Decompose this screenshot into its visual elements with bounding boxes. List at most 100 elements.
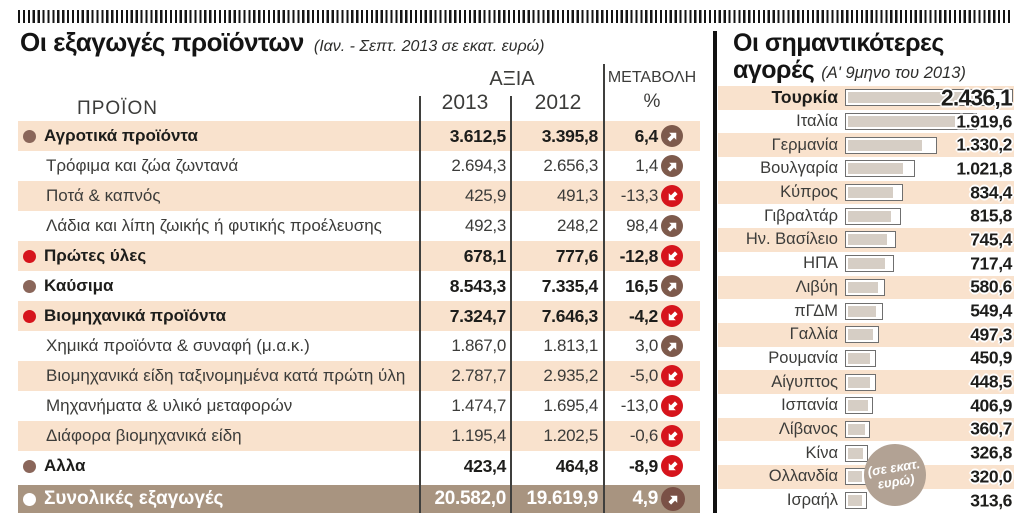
product-cell: Πρώτες ύλες — [18, 246, 418, 266]
country-label: Γερμανία — [771, 135, 838, 154]
unit-badge-text: (σε εκατ. ευρώ) — [866, 456, 922, 492]
value-2013: 7.324,7 — [449, 305, 507, 326]
product-label: Διάφορα βιομηχανικά είδη — [46, 426, 242, 445]
country-label: Βουλγαρία — [760, 159, 838, 178]
change-arrow-cell — [658, 185, 695, 207]
market-bar — [845, 278, 885, 296]
market-value: 745,4 — [970, 229, 1012, 250]
product-cell: Καύσιμα — [18, 276, 418, 296]
table-row: Καύσιμα 8.543,3 7.335,4 16,5 — [18, 271, 700, 301]
country-label: Ρουμανία — [768, 348, 838, 367]
down-arrow-icon — [661, 185, 683, 207]
value-2012: 2.935,2 — [543, 366, 598, 385]
panel-divider — [713, 31, 717, 513]
value-2013: 20.582,0 — [434, 488, 506, 509]
product-cell: Τρόφιμα και ζώα ζωντανά — [18, 156, 418, 176]
total-row: Συνολικές εξαγωγές 20.582,0 19.619,9 4,9 — [18, 485, 700, 513]
value-2013: 492,3 — [464, 216, 506, 235]
market-value: 717,4 — [970, 253, 1012, 274]
market-row: Κύπρος 834,4 — [718, 180, 1014, 205]
market-value: 406,9 — [970, 395, 1012, 416]
value-2013: 678,1 — [463, 245, 507, 266]
product-cell: Αλλα — [18, 456, 418, 476]
change-arrow-cell — [658, 305, 695, 327]
product-label: Χημικά προϊόντα & συναφή (μ.α.κ.) — [46, 336, 310, 355]
market-bar-fill — [848, 234, 888, 246]
product-cell: Χημικά προϊόντα & συναφή (μ.α.κ.) — [18, 336, 418, 356]
value-2012: 2.656,3 — [543, 156, 598, 175]
value-2012: 7.335,4 — [541, 275, 599, 296]
column-header-2012: 2012 — [534, 91, 582, 114]
market-bar — [845, 136, 937, 154]
market-row: Ρουμανία 450,9 — [718, 347, 1014, 371]
market-bar-fill — [848, 281, 878, 293]
product-label: Καύσιμα — [44, 276, 114, 295]
market-value: 1.021,8 — [956, 158, 1012, 179]
product-label: Βιομηχανικά είδη ταξινομημένα κατά πρώτη… — [46, 366, 406, 385]
product-label: Τρόφιμα και ζώα ζωντανά — [46, 156, 239, 175]
change-arrow-cell — [658, 155, 695, 177]
country-label: Γιβραλτάρ — [764, 206, 838, 225]
table-row: Πρώτες ύλες 678,1 777,6 -12,8 — [18, 241, 700, 271]
value-2013: 1.195,4 — [451, 426, 506, 445]
market-row: Γερμανία 1.330,2 — [718, 133, 1014, 158]
market-row: Γιβραλτάρ 815,8 — [718, 204, 1014, 228]
market-value: 450,9 — [970, 347, 1012, 368]
market-value: 1.919,6 — [956, 111, 1012, 132]
country-label: Κίνα — [805, 443, 838, 462]
product-label: Συνολικές εξαγωγές — [44, 488, 224, 509]
category-bullet-icon — [23, 309, 36, 323]
product-cell: Βιομηχανικά είδη ταξινομημένα κατά πρώτη… — [18, 366, 418, 386]
change-percent: -5,0 — [629, 366, 658, 385]
product-cell: Συνολικές εξαγωγές — [18, 488, 418, 510]
product-cell: Αγροτικά προϊόντα — [18, 126, 418, 146]
table-row: Διάφορα βιομηχανικά είδη 1.195,4 1.202,5 -0… — [18, 421, 700, 451]
change-percent: 3,0 — [635, 336, 658, 355]
up-arrow-icon — [661, 125, 683, 147]
product-cell: Βιομηχανικά προϊόντα — [18, 306, 418, 326]
market-row: Κίνα 326,8 — [718, 441, 1014, 465]
value-2013: 2.787,7 — [451, 366, 506, 385]
market-value: 326,8 — [970, 442, 1012, 463]
down-arrow-icon — [661, 305, 683, 327]
market-bar — [845, 207, 901, 225]
change-arrow-cell — [658, 425, 695, 447]
down-arrow-icon — [661, 425, 683, 447]
table-row: Ποτά & καπνός 425,9 491,3 -13,3 — [18, 181, 700, 211]
market-bar — [845, 160, 915, 178]
change-percent: 6,4 — [634, 125, 659, 146]
markets-subtitle: (Α' 9μηνο του 2013) — [821, 64, 966, 82]
country-label: πΓΔΜ — [794, 301, 838, 320]
product-label: Λάδια και λίπη ζωικής ή φυτικής προέλευσ… — [46, 216, 382, 235]
change-percent: 98,4 — [626, 216, 658, 235]
table-row: Αλλα 423,4 464,8 -8,9 — [18, 451, 700, 481]
market-bar-fill — [848, 187, 894, 199]
value-2012: 3.395,8 — [541, 125, 599, 146]
category-bullet-icon — [23, 129, 36, 143]
product-label: Αγροτικά προϊόντα — [44, 126, 198, 145]
country-label: Ιταλία — [796, 112, 838, 131]
product-label: Πρώτες ύλες — [44, 246, 147, 265]
market-row: Γαλλία 497,3 — [718, 322, 1014, 347]
product-label: Αλλα — [44, 456, 86, 475]
country-label: Αίγυπτος — [771, 372, 838, 391]
product-cell: Μηχανήματα & υλικό μεταφορών — [18, 396, 418, 416]
product-cell: Ποτά & καπνός — [18, 186, 418, 206]
value-2013: 423,4 — [463, 455, 507, 476]
change-arrow-cell — [658, 365, 695, 387]
column-separator — [603, 64, 605, 513]
market-row: Ισπανία 406,9 — [718, 394, 1014, 418]
market-value: 549,4 — [970, 300, 1012, 321]
product-label: Βιομηχανικά προϊόντα — [44, 306, 227, 325]
change-percent: -13,0 — [620, 396, 659, 415]
markets-title: Οι σημαντικότερες αγορές (Α' 9μηνο του 20… — [733, 30, 966, 87]
markets-title-line1: Οι σημαντικότερες — [733, 29, 944, 57]
market-bar — [845, 420, 870, 438]
market-row: ΗΠΑ 717,4 — [718, 252, 1014, 276]
market-bar — [845, 302, 883, 320]
market-bar-fill — [848, 471, 862, 483]
value-2012: 1.813,1 — [543, 336, 598, 355]
value-2013: 425,9 — [464, 186, 506, 205]
category-bullet-icon — [23, 492, 36, 506]
market-bar — [845, 444, 868, 462]
